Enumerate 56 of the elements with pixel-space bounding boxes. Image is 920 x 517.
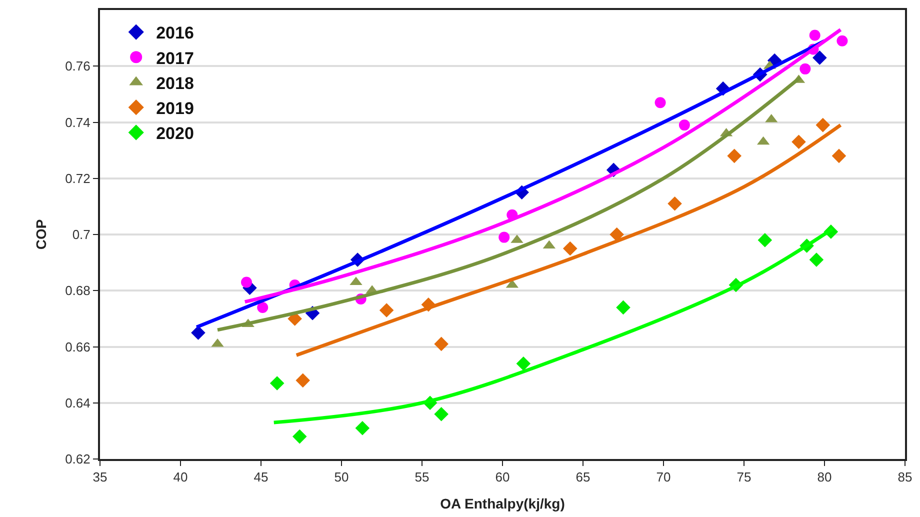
point [296, 373, 310, 388]
x-tick-label: 65 [576, 470, 590, 485]
point [678, 120, 690, 131]
point [800, 63, 811, 74]
point [758, 232, 772, 248]
point [832, 148, 846, 164]
point [379, 303, 394, 318]
y-tick-label: 0.66 [65, 339, 90, 354]
x-tick-label: 75 [736, 470, 752, 485]
point [616, 300, 630, 315]
legend-label: 2020 [156, 124, 194, 144]
point [816, 118, 830, 132]
point [498, 232, 510, 243]
y-axis-title: COP [33, 219, 50, 250]
point [812, 50, 827, 65]
point [434, 336, 448, 352]
y-tick-label: 0.7 [72, 227, 90, 242]
point [809, 30, 820, 41]
x-tick-label: 80 [817, 470, 832, 485]
point [355, 420, 370, 436]
x-tick-label: 85 [898, 470, 912, 485]
x-axis-title: OA Enthalpy(kj/kg) [440, 495, 565, 512]
point [792, 134, 806, 150]
x-tick-label: 35 [92, 470, 108, 485]
point [836, 35, 848, 46]
point [610, 227, 624, 242]
point [654, 97, 666, 108]
point [241, 276, 252, 288]
legend-label: 2016 [156, 24, 194, 43]
y-tick-label: 0.64 [65, 395, 90, 410]
x-tick-label: 60 [495, 470, 510, 485]
legend-label: 2018 [156, 74, 194, 93]
point [270, 376, 284, 390]
y-tick-label: 0.68 [65, 283, 90, 298]
y-tick-label: 0.74 [65, 114, 90, 130]
point [191, 326, 206, 340]
y-tick-label: 0.72 [65, 170, 90, 186]
point [727, 148, 742, 164]
point [809, 252, 824, 267]
legend-label: 2019 [156, 98, 194, 118]
legend-label: 2017 [156, 48, 194, 68]
y-tick-label: 0.62 [65, 452, 90, 467]
x-tick-label: 45 [254, 470, 268, 485]
x-tick-label: 70 [656, 470, 671, 485]
point [516, 356, 531, 371]
x-tick-label: 40 [173, 470, 188, 485]
point [562, 241, 578, 256]
point [292, 429, 307, 444]
line-series [243, 28, 842, 304]
line-series [294, 123, 842, 357]
point [257, 302, 268, 313]
x-tick-label: 55 [414, 470, 430, 485]
point [668, 196, 682, 211]
x-tick-label: 50 [334, 470, 349, 485]
y-tick-label: 0.76 [65, 58, 90, 74]
point [434, 406, 448, 422]
